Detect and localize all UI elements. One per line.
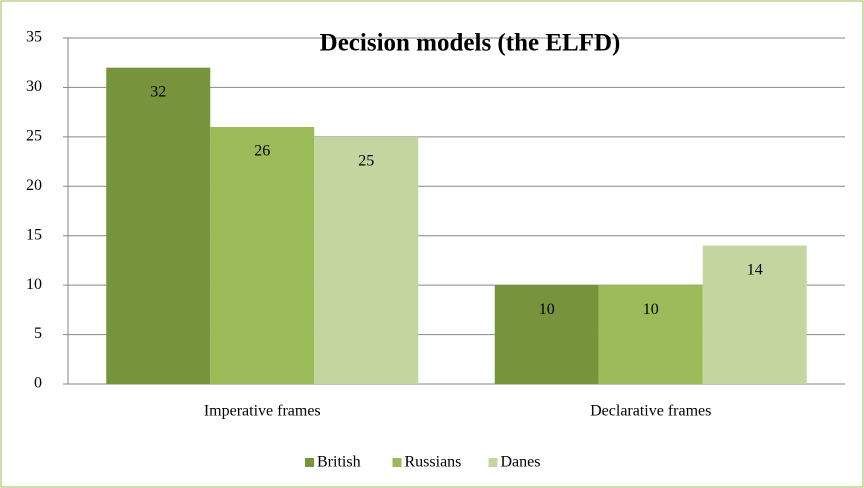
bar <box>494 285 599 384</box>
legend-label: British <box>317 454 361 471</box>
data-label: 32 <box>150 83 166 100</box>
y-tick-label: 20 <box>26 177 42 194</box>
y-tick-label: 25 <box>26 128 42 145</box>
data-label: 26 <box>254 143 270 160</box>
bar <box>702 245 807 384</box>
y-tick-label: 0 <box>34 375 42 392</box>
y-tick-label: 30 <box>26 78 42 95</box>
legend-swatch <box>305 458 314 467</box>
data-label: 10 <box>643 301 659 318</box>
bar <box>314 136 419 384</box>
y-tick-label: 35 <box>26 29 42 46</box>
y-tick-label: 10 <box>26 276 42 293</box>
chart-title: Decision models (the ELFD) <box>320 30 621 57</box>
bar <box>106 67 211 385</box>
legend-swatch <box>488 458 498 467</box>
legend-label: Russians <box>405 454 462 471</box>
data-label: 10 <box>539 301 555 318</box>
y-tick-label: 15 <box>26 226 42 243</box>
legend-label: Danes <box>501 454 541 471</box>
x-tick-label: Declarative frames <box>590 403 711 420</box>
y-tick-label: 5 <box>34 325 42 342</box>
data-label: 25 <box>358 153 374 170</box>
bar <box>598 285 703 384</box>
legend-swatch <box>392 458 402 467</box>
bar <box>210 126 315 384</box>
x-tick-label: Imperative frames <box>204 403 321 420</box>
data-label: 14 <box>747 261 763 278</box>
